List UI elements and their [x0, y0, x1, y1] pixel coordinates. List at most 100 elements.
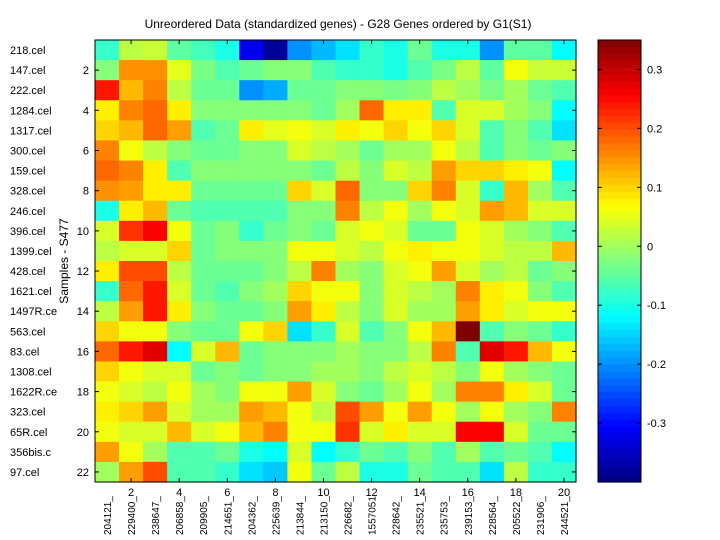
column-label: 213150_	[319, 496, 330, 535]
heatmap-cell	[311, 361, 337, 383]
heatmap-cell	[167, 401, 192, 423]
heatmap-cell	[215, 140, 240, 162]
heatmap-cell	[503, 240, 529, 262]
heatmap-cell	[551, 200, 577, 222]
heatmap-cell	[503, 301, 529, 322]
heatmap-cell	[383, 100, 409, 121]
heatmap-cell	[263, 60, 288, 81]
heatmap-cell	[287, 381, 313, 403]
heatmap-cell	[167, 240, 192, 262]
heatmap-cell	[311, 160, 337, 182]
heatmap-cell	[479, 140, 505, 162]
heatmap-cell	[119, 200, 144, 222]
heatmap-cell	[191, 140, 216, 162]
heatmap-cell	[503, 200, 529, 222]
heatmap-cell	[167, 80, 192, 101]
heatmap-cell	[551, 180, 577, 202]
heatmap-cell	[455, 261, 481, 282]
heatmap-cell	[239, 421, 264, 443]
heatmap-cell	[239, 60, 264, 81]
heatmap-cell	[551, 301, 577, 322]
heatmap-cell	[215, 240, 240, 262]
heatmap-cell	[431, 160, 457, 182]
heatmap-cell	[335, 80, 361, 101]
heatmap-cell	[95, 240, 120, 262]
heatmap-cell	[503, 281, 529, 302]
heatmap-cell	[503, 120, 529, 142]
heatmap-cell	[359, 220, 385, 242]
heatmap-cell	[335, 401, 361, 423]
heatmap-cell	[455, 100, 481, 121]
heatmap-cell	[239, 321, 264, 342]
heatmap-cell	[359, 80, 385, 101]
heatmap-cell	[503, 361, 529, 383]
heatmap-cell	[551, 120, 577, 142]
heatmap-cell	[311, 321, 337, 342]
row-label: 159.cel	[10, 166, 45, 178]
colorbar-band	[598, 226, 641, 234]
row-label: 1284.cel	[10, 105, 52, 117]
heatmap-cell	[551, 80, 577, 101]
heatmap-cell	[119, 160, 144, 182]
row-label: 300.cel	[10, 146, 45, 158]
heatmap-cell	[95, 200, 120, 222]
colorbar-band	[598, 219, 641, 228]
heatmap-cell	[503, 441, 529, 463]
colorbar-band	[598, 53, 641, 62]
heatmap-cell	[287, 401, 313, 423]
heatmap-cell	[287, 261, 313, 282]
colorbar-band	[598, 67, 641, 76]
heatmap-cell	[503, 100, 529, 121]
heatmap-cell	[383, 220, 409, 242]
heatmap-cell	[263, 200, 288, 222]
heatmap-cell	[359, 401, 385, 423]
heatmap-cell	[239, 200, 264, 222]
heatmap-cell	[95, 180, 120, 202]
heatmap-cell	[167, 180, 192, 202]
row-label: 1317.cel	[10, 125, 52, 137]
heatmap-cell	[119, 281, 144, 302]
heatmap-cell	[95, 261, 120, 282]
heatmap-cell	[479, 401, 505, 423]
heatmap-cell	[335, 240, 361, 262]
heatmap-cell	[287, 361, 313, 383]
colorbar-band	[598, 419, 641, 428]
heatmap-cell	[191, 281, 216, 302]
y-tick-label: 2	[83, 65, 89, 77]
colorbar-band	[598, 281, 641, 290]
heatmap-cell	[263, 100, 288, 121]
heatmap-cell	[407, 421, 433, 443]
heatmap-cell	[95, 40, 120, 61]
row-label: 246.cel	[10, 206, 45, 218]
heatmap-cell	[287, 301, 313, 322]
heatmap-cell	[407, 361, 433, 383]
column-label: 225639_	[271, 496, 282, 535]
heatmap-cell	[215, 341, 240, 363]
column-label: 238647_	[151, 496, 162, 535]
y-tick-label: 4	[83, 105, 89, 117]
column-label: 231906_	[536, 496, 547, 535]
colorbar-band	[598, 295, 641, 304]
heatmap-cell	[167, 100, 192, 121]
heatmap-cell	[431, 40, 457, 61]
heatmap-cell	[455, 321, 481, 342]
column-label: 226682_	[344, 496, 355, 535]
heatmap-cell	[239, 261, 264, 282]
row-label: 1308.cel	[10, 367, 52, 379]
colorbar-tick-label: 0	[647, 241, 653, 253]
heatmap-cell	[239, 401, 264, 423]
heatmap-cell	[527, 381, 553, 403]
heatmap-cell	[455, 120, 481, 142]
heatmap-cell	[503, 60, 529, 81]
x-ticks: 2 4 6 8 10 12 14 16 18 20	[128, 40, 570, 499]
heatmap-cell	[263, 40, 288, 61]
heatmap-cell	[359, 261, 385, 282]
heatmap-cell	[383, 80, 409, 101]
heatmap-cell	[95, 281, 120, 302]
heatmap-cell	[263, 220, 288, 242]
colorbar-band	[598, 309, 641, 317]
heatmap-cell	[479, 60, 505, 81]
colorbar	[598, 40, 641, 483]
heatmap-cell	[287, 60, 313, 81]
colorbar-band	[598, 122, 641, 131]
